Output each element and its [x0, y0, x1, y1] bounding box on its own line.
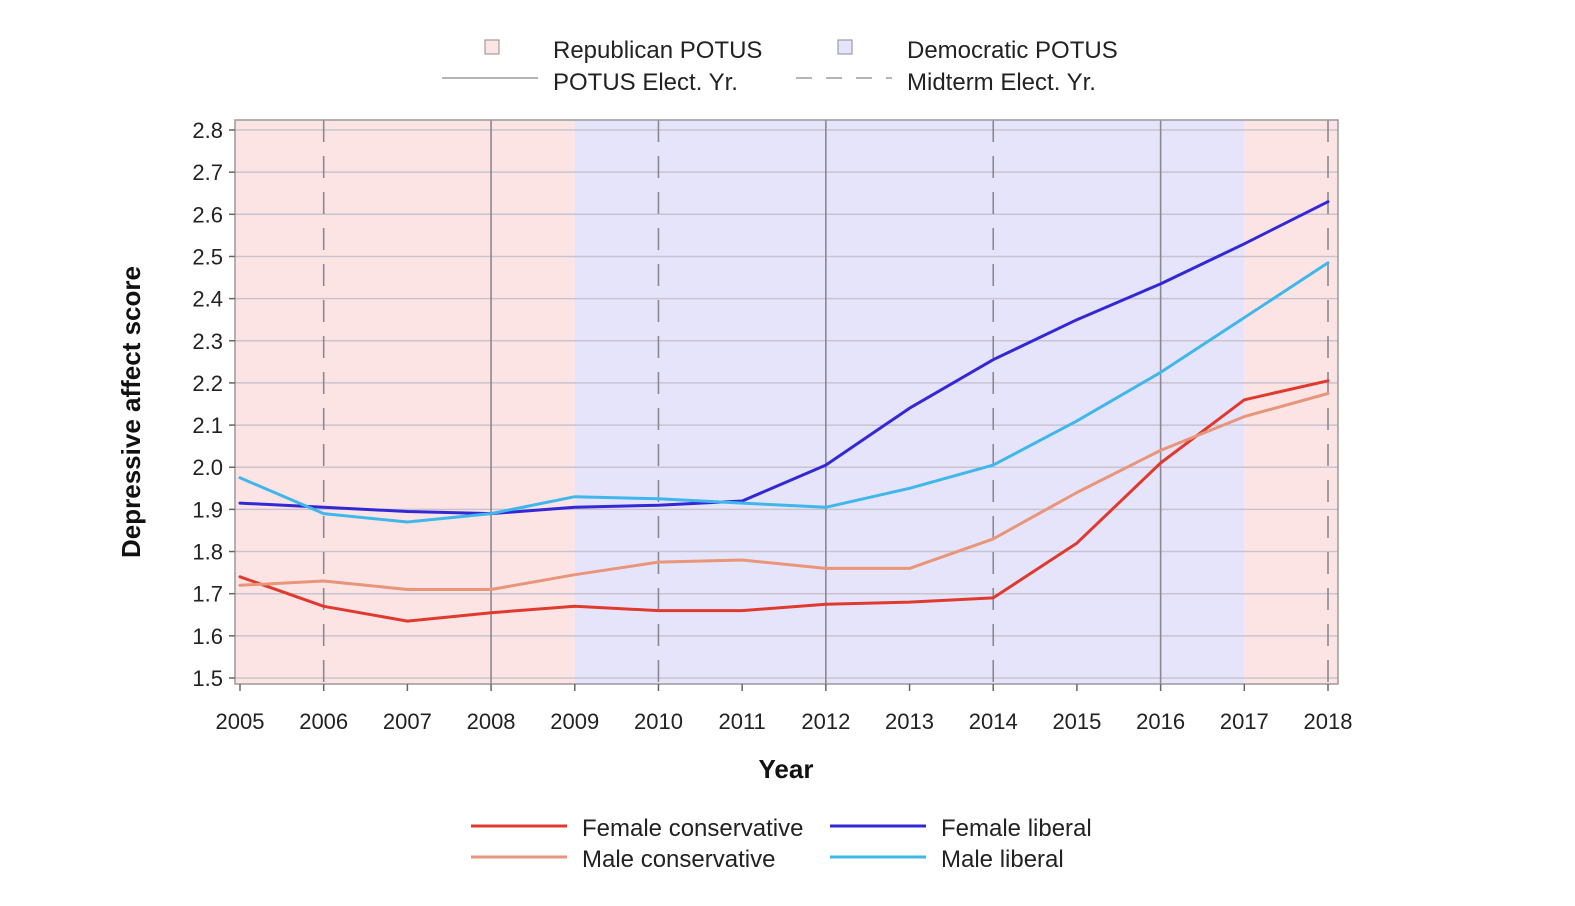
x-tick-label-2008: 2008 — [467, 709, 516, 734]
legend-swatch-republican — [485, 40, 499, 54]
x-axis: 2005 2006 2007 2008 2009 2010 2011 2012 2013 2014… — [216, 684, 1353, 734]
y-tick-label-2.8: 2.8 — [192, 118, 223, 143]
legend-label-democratic: Democratic POTUS — [907, 37, 1118, 64]
y-tick-label-1.7: 1.7 — [192, 582, 223, 607]
y-tick-label-2.0: 2.0 — [192, 455, 223, 480]
x-tick-label-2018: 2018 — [1304, 709, 1353, 734]
y-tick-label-2.6: 2.6 — [192, 202, 223, 227]
x-tick-label-2007: 2007 — [383, 709, 432, 734]
legend-label-midterm-election: Midterm Elect. Yr. — [907, 69, 1096, 96]
y-tick-label-2.7: 2.7 — [192, 160, 223, 185]
top-legend: Republican POTUS Democratic POTUS POTUS … — [442, 37, 1118, 96]
x-axis-title: Year — [759, 754, 814, 784]
legend-label-male-liberal: Male liberal — [941, 846, 1064, 873]
legend-label-female-conservative: Female conservative — [582, 815, 803, 842]
y-axis-title: Depressive affect score — [116, 266, 146, 558]
legend-label-male-conservative: Male conservative — [582, 846, 775, 873]
legend-label-republican: Republican POTUS — [553, 37, 762, 64]
bottom-legend: Female conservative Female liberal Male … — [471, 815, 1092, 873]
x-tick-label-2017: 2017 — [1220, 709, 1269, 734]
x-tick-label-2015: 2015 — [1052, 709, 1101, 734]
x-tick-label-2011: 2011 — [718, 709, 765, 734]
y-tick-label-2.5: 2.5 — [192, 244, 223, 269]
legend-label-female-liberal: Female liberal — [941, 815, 1092, 842]
legend-label-potus-election: POTUS Elect. Yr. — [553, 69, 738, 96]
y-tick-label-2.1: 2.1 — [192, 413, 223, 438]
potus-background-bands — [235, 120, 1338, 684]
x-tick-label-2014: 2014 — [969, 709, 1018, 734]
y-tick-label-1.8: 1.8 — [192, 540, 223, 565]
x-tick-label-2016: 2016 — [1136, 709, 1185, 734]
y-tick-label-1.5: 1.5 — [192, 666, 223, 691]
legend-swatch-democratic — [838, 40, 852, 54]
y-tick-label-2.3: 2.3 — [192, 329, 223, 354]
x-tick-label-2010: 2010 — [634, 709, 683, 734]
x-tick-label-2012: 2012 — [801, 709, 850, 734]
x-tick-label-2006: 2006 — [299, 709, 348, 734]
y-axis: 1.5 1.6 1.7 1.8 1.9 2.0 2.1 2.2 2.3 2.4 2.5 2.6 2.7 2… — [192, 118, 235, 691]
potus-band-democratic-2009 — [575, 120, 1245, 684]
y-tick-label-2.2: 2.2 — [192, 371, 223, 396]
y-tick-label-1.9: 1.9 — [192, 497, 223, 522]
y-tick-label-1.6: 1.6 — [192, 624, 223, 649]
potus-band-republican-2005 — [235, 120, 575, 684]
x-tick-label-2009: 2009 — [550, 709, 599, 734]
x-tick-label-2013: 2013 — [885, 709, 934, 734]
y-tick-label-2.4: 2.4 — [192, 287, 223, 312]
x-tick-label-2005: 2005 — [216, 709, 265, 734]
